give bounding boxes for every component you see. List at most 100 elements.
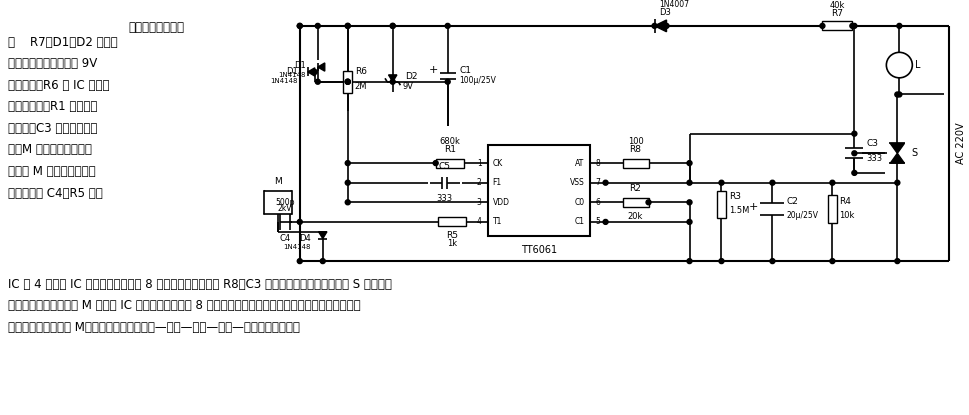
Text: 容；M 为触摸电极。当人: 容；M 为触摸电极。当人 [8, 144, 92, 156]
Text: 1N4148: 1N4148 [270, 78, 297, 84]
Text: 20μ/25V: 20μ/25V [787, 210, 819, 220]
Text: R5: R5 [446, 231, 457, 240]
Text: C3: C3 [866, 139, 878, 148]
Circle shape [345, 200, 350, 205]
Text: 9V: 9V [403, 82, 414, 91]
Text: 333: 333 [866, 154, 883, 163]
Text: R3: R3 [730, 192, 741, 201]
Polygon shape [389, 75, 397, 82]
Text: 100μ/25V: 100μ/25V [459, 76, 496, 85]
Circle shape [852, 171, 857, 176]
Text: AT: AT [576, 159, 584, 168]
Circle shape [391, 23, 395, 28]
Text: C4: C4 [279, 234, 291, 243]
Text: C0: C0 [575, 198, 584, 207]
Polygon shape [319, 232, 327, 239]
Bar [823, 22, 853, 30]
Text: VSS: VSS [570, 178, 584, 187]
Circle shape [687, 220, 692, 225]
Circle shape [312, 69, 317, 74]
Text: R2: R2 [630, 185, 641, 193]
Polygon shape [891, 144, 904, 153]
Bar [622, 159, 648, 168]
Text: C1: C1 [459, 66, 472, 76]
Circle shape [852, 151, 857, 156]
Text: 10k: 10k [839, 210, 855, 220]
Text: 2: 2 [477, 178, 482, 187]
Circle shape [664, 23, 669, 28]
Circle shape [345, 161, 350, 166]
Text: 8: 8 [596, 159, 601, 168]
Text: 3: 3 [477, 198, 482, 207]
Text: 2kV: 2kV [277, 204, 292, 213]
Circle shape [297, 220, 302, 225]
Circle shape [391, 79, 395, 84]
Text: 5: 5 [596, 217, 601, 227]
Polygon shape [308, 68, 315, 76]
Text: D1: D1 [286, 68, 297, 76]
Text: T1: T1 [492, 217, 502, 227]
Text: 1k: 1k [447, 239, 456, 248]
Text: 40k: 40k [829, 1, 845, 10]
Text: L: L [916, 60, 921, 70]
Bar [436, 159, 463, 168]
Text: C5: C5 [439, 162, 451, 171]
Circle shape [321, 259, 326, 264]
Circle shape [315, 23, 321, 28]
Bar [828, 195, 837, 223]
Text: 20k: 20k [628, 212, 643, 221]
Circle shape [770, 259, 775, 264]
Text: IC 的 4 脚，经 IC 内部处理后，由第 8 脚输出脉冲信号，经 R8、C3 加至可控硬控制极使可控硬 S 导通，灯: IC 的 4 脚，经 IC 内部处理后，由第 8 脚输出脉冲信号，经 R8、C3… [8, 278, 391, 291]
Circle shape [887, 52, 913, 78]
Text: 1: 1 [477, 159, 482, 168]
Circle shape [894, 92, 900, 97]
Polygon shape [891, 153, 904, 163]
Circle shape [603, 220, 609, 225]
Circle shape [345, 79, 350, 84]
Text: M: M [274, 177, 282, 186]
Text: D4: D4 [299, 234, 311, 243]
Circle shape [603, 180, 609, 185]
Text: 流同步信号，R1 为外接振: 流同步信号，R1 为外接振 [8, 100, 97, 113]
Circle shape [894, 259, 900, 264]
Circle shape [345, 23, 350, 28]
Text: D2: D2 [405, 72, 418, 81]
Text: 荡电阻，C3 为安全隔离电: 荡电阻，C3 为安全隔离电 [8, 122, 97, 135]
Bar [264, 190, 292, 214]
Circle shape [687, 180, 692, 185]
Bar [438, 217, 466, 226]
Text: VDD: VDD [492, 198, 510, 207]
Text: 泡点亮。当第二次触摸 M 时，经 IC 内部处理，改变了 8 脚输出触发脉冲前沿到达时间，因而使灯泡的亮度: 泡点亮。当第二次触摸 M 时，经 IC 内部处理，改变了 8 脚输出触发脉冲前沿… [8, 299, 360, 312]
Text: 路    R7、D1、D2 组成电: 路 R7、D1、D2 组成电 [8, 36, 117, 49]
Circle shape [315, 79, 321, 84]
Text: +: + [428, 65, 438, 75]
Circle shape [687, 200, 692, 205]
Text: D3: D3 [660, 8, 672, 17]
Polygon shape [654, 20, 667, 32]
Text: 7: 7 [596, 178, 601, 187]
Bar [343, 71, 353, 93]
Circle shape [719, 180, 724, 185]
Text: 333: 333 [437, 195, 453, 203]
Circle shape [852, 23, 857, 28]
Circle shape [433, 161, 438, 166]
Text: 1N4148: 1N4148 [278, 72, 306, 78]
Text: D1: D1 [294, 61, 306, 70]
Circle shape [345, 23, 350, 28]
Text: R4: R4 [839, 197, 852, 206]
Circle shape [894, 180, 900, 185]
Text: 2M: 2M [355, 82, 367, 91]
Text: 发生变化。反复触摸 M，灯泡的亮度可按弱光—中光—强光—关断—弱光，循环变化。: 发生变化。反复触摸 M，灯泡的亮度可按弱光—中光—强光—关断—弱光，循环变化。 [8, 321, 299, 334]
Text: C2: C2 [787, 197, 798, 206]
Text: 低功耗四级调光电: 低功耗四级调光电 [129, 21, 185, 34]
Circle shape [687, 259, 692, 264]
Text: AC 220V: AC 220V [956, 123, 966, 164]
Text: 4: 4 [477, 217, 482, 227]
Polygon shape [318, 63, 325, 71]
Circle shape [345, 79, 350, 84]
Text: +: + [749, 202, 759, 212]
Bar [717, 190, 726, 218]
Text: TT6061: TT6061 [520, 245, 556, 255]
Circle shape [897, 92, 902, 97]
Circle shape [297, 23, 302, 28]
